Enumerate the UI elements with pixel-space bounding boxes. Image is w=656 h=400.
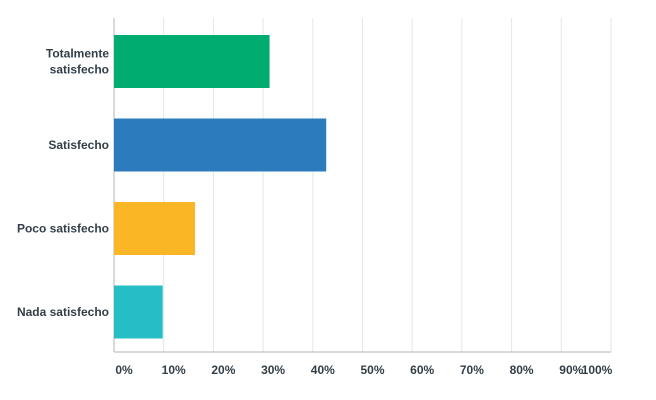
x-tick-label: 100%	[582, 363, 613, 377]
category-label: Nada satisfecho	[17, 305, 109, 319]
bar	[114, 285, 163, 339]
x-tick-label: 60%	[410, 363, 434, 377]
x-tick-label: 40%	[311, 363, 335, 377]
category-label: Satisfecho	[48, 138, 109, 152]
x-axis-ticks: 0% 10% 20% 30% 40% 50% 60% 70% 80% 90%100%	[115, 363, 612, 377]
bar	[114, 118, 327, 172]
category-label: Poco satisfecho	[17, 222, 109, 236]
category-label: Totalmente satisfecho	[46, 47, 109, 77]
bar	[114, 202, 196, 255]
x-tick-label: 90%	[559, 363, 583, 377]
x-tick-label: 50%	[360, 363, 384, 377]
x-tick-label: 10%	[162, 363, 186, 377]
bars	[114, 35, 327, 339]
bar	[114, 35, 270, 88]
x-tick-label: 0%	[115, 363, 133, 377]
x-tick-label: 30%	[261, 363, 285, 377]
x-tick-label: 70%	[460, 363, 484, 377]
x-tick-label: 20%	[211, 363, 235, 377]
x-tick-label: 80%	[510, 363, 534, 377]
category-labels: Totalmente satisfecho Satisfecho Poco satis…	[17, 47, 109, 320]
